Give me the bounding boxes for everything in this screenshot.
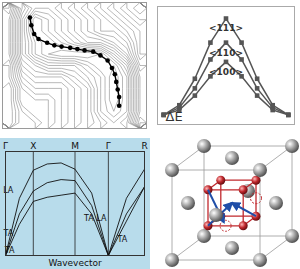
svg-text:LA: LA: [96, 214, 107, 223]
svg-text:X: X: [30, 141, 36, 151]
html-text:Wavevector: Wavevector: [48, 258, 102, 268]
svg-text:TA: TA: [83, 214, 94, 223]
svg-text:R: R: [141, 141, 147, 151]
svg-text:Γ: Γ: [106, 141, 111, 151]
svg-text:TA: TA: [4, 245, 15, 255]
svg-text:M: M: [71, 141, 79, 151]
svg-text:TA: TA: [2, 229, 13, 238]
svg-text:ΔE: ΔE: [166, 109, 183, 124]
svg-text:Γ: Γ: [3, 141, 8, 151]
svg-text:<100>: <100>: [209, 67, 243, 77]
svg-text:<111>: <111>: [209, 23, 243, 33]
svg-text:LA: LA: [3, 186, 14, 195]
svg-text:<110>: <110>: [209, 48, 243, 58]
svg-text:TA: TA: [116, 235, 127, 244]
